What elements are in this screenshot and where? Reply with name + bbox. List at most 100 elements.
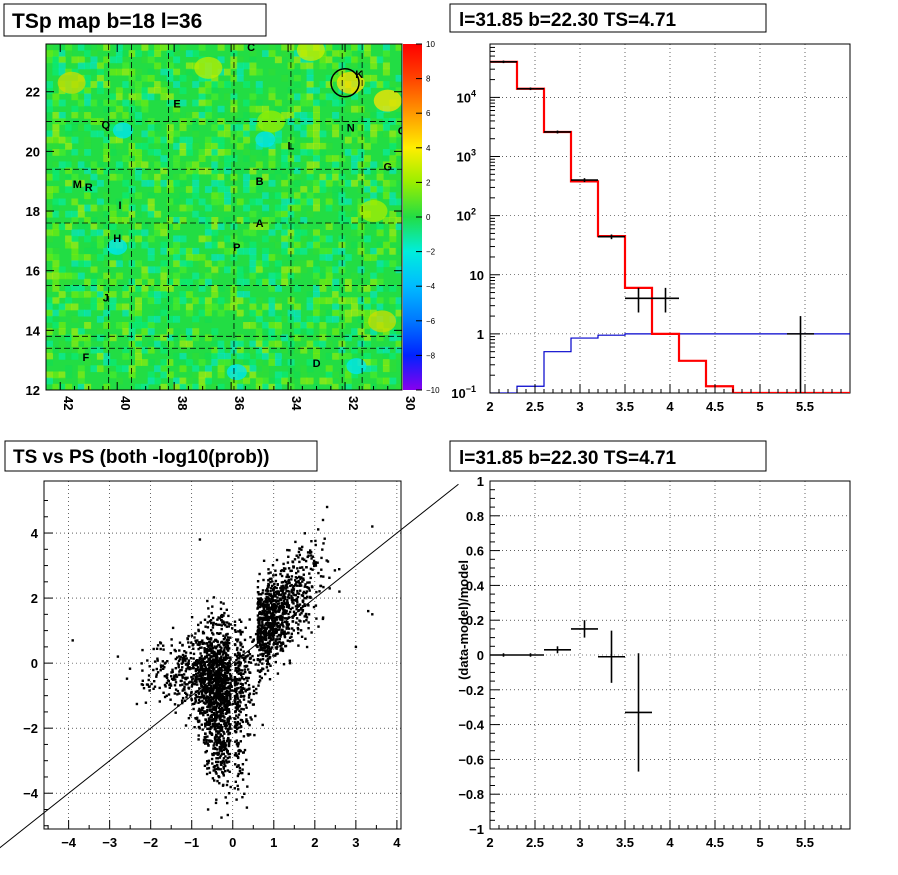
tsmap-cell bbox=[128, 167, 136, 175]
tsmap-cell bbox=[77, 254, 85, 261]
tsmap-cell bbox=[71, 291, 79, 298]
tsmap-cell bbox=[211, 266, 219, 274]
tsmap-cell bbox=[71, 260, 79, 268]
spectrum-xtick-label: 5.5 bbox=[796, 399, 814, 414]
tsmap-cell bbox=[52, 297, 60, 305]
scatter-point bbox=[233, 730, 237, 733]
scatter-point bbox=[258, 601, 262, 604]
tsmap-cell bbox=[313, 235, 320, 243]
tsmap-cell bbox=[46, 229, 53, 237]
tsmap-cell bbox=[77, 291, 85, 298]
scatter-point bbox=[307, 613, 311, 616]
scatter-point bbox=[254, 632, 258, 636]
scatter-point bbox=[202, 738, 206, 742]
tsmap-cell bbox=[351, 56, 359, 64]
scatter-point bbox=[298, 603, 302, 606]
tsmap-cell bbox=[185, 334, 193, 342]
scatter-point bbox=[272, 623, 276, 626]
scatter-point bbox=[184, 651, 188, 654]
scatter-point bbox=[280, 631, 283, 634]
scatter-point bbox=[238, 664, 242, 667]
tsmap-cell bbox=[332, 62, 340, 70]
tsmap-cell bbox=[52, 204, 60, 212]
scatter-point bbox=[284, 620, 287, 624]
tsmap-cell bbox=[166, 93, 174, 101]
tsmap-cell bbox=[382, 62, 390, 70]
scatter-point bbox=[212, 633, 215, 636]
tsmap-cell bbox=[84, 50, 92, 57]
scatter-point bbox=[187, 641, 190, 644]
tsmap-cell bbox=[363, 365, 371, 373]
scatter-point bbox=[217, 726, 220, 730]
tsmap-cell bbox=[160, 334, 168, 342]
tsmap-cell bbox=[300, 99, 308, 107]
scatter-point bbox=[259, 648, 262, 651]
tsmap-cell bbox=[46, 173, 53, 181]
scatter-point bbox=[271, 564, 275, 567]
scatter-point bbox=[283, 617, 286, 620]
tsmap-cell bbox=[135, 383, 142, 390]
tsmap-cell bbox=[141, 223, 149, 230]
scatter-point bbox=[190, 690, 193, 694]
scatter-point bbox=[213, 667, 216, 670]
scatter-point bbox=[185, 696, 188, 699]
scatter-point bbox=[219, 689, 222, 692]
tsmap-cell bbox=[287, 254, 295, 261]
tsmap-cell bbox=[147, 371, 155, 379]
tsmap-cell bbox=[135, 223, 142, 230]
scatter-point bbox=[220, 750, 223, 753]
tsmap-cell bbox=[103, 56, 111, 64]
tsmap-cell bbox=[147, 247, 155, 255]
scatter-point bbox=[209, 726, 212, 729]
scatter-point bbox=[229, 623, 232, 626]
scatter-point bbox=[300, 584, 303, 587]
scatter-point bbox=[264, 592, 267, 596]
tsmap-cell bbox=[58, 266, 66, 274]
scatter-point bbox=[286, 604, 289, 607]
scatter-point bbox=[213, 737, 217, 741]
spectrum-ytick-label: 102 bbox=[457, 207, 476, 224]
scatter-point bbox=[197, 647, 200, 651]
tsmap-cell bbox=[204, 136, 212, 144]
tsmap-cell bbox=[192, 272, 200, 280]
tsmap-cell bbox=[115, 260, 123, 268]
tsmap-cell bbox=[274, 383, 282, 390]
scatter-point bbox=[288, 640, 292, 643]
scatter-point bbox=[270, 617, 273, 620]
tsmap-cell bbox=[103, 124, 111, 132]
tsmap-cell bbox=[173, 173, 181, 181]
tsmap-cell bbox=[217, 173, 225, 181]
scatter-point bbox=[218, 740, 222, 743]
tsmap-cell bbox=[268, 285, 276, 292]
tsmap-cell bbox=[325, 371, 333, 379]
tsmap-cell bbox=[58, 186, 66, 193]
scatter-point bbox=[229, 727, 232, 730]
tsmap-cell bbox=[243, 229, 251, 237]
scatter-point bbox=[206, 621, 209, 624]
scatter-point bbox=[210, 629, 213, 632]
tsmap-cell bbox=[185, 68, 193, 76]
scatter-point bbox=[204, 685, 207, 688]
scatter-point bbox=[211, 762, 214, 765]
tsmap-cell bbox=[204, 365, 212, 373]
scatter-point bbox=[286, 623, 289, 626]
tsmap-cell bbox=[128, 204, 136, 212]
scatter-point bbox=[234, 726, 237, 729]
tsmap-cell bbox=[351, 223, 359, 230]
scatter-point bbox=[205, 699, 208, 702]
panel-residuals: l=31.85 b=22.30 TS=4.71 2 2.5 3 3.5 4 4.5 5 5.5… bbox=[449, 440, 851, 850]
scatter-point bbox=[201, 706, 204, 710]
scatter-point bbox=[261, 605, 264, 608]
scatter-point bbox=[211, 652, 214, 655]
scatter-point bbox=[196, 639, 199, 642]
scatter-point bbox=[236, 682, 240, 685]
scatter-point bbox=[159, 647, 162, 651]
tsmap-cell bbox=[185, 186, 193, 193]
scatter-point bbox=[183, 688, 186, 691]
scatter-point bbox=[264, 609, 267, 612]
scatter-point bbox=[223, 700, 226, 704]
tsmap-cell bbox=[166, 186, 174, 193]
scatter-point bbox=[282, 580, 285, 584]
scatter-point bbox=[167, 680, 170, 683]
scatter-point bbox=[308, 581, 311, 584]
